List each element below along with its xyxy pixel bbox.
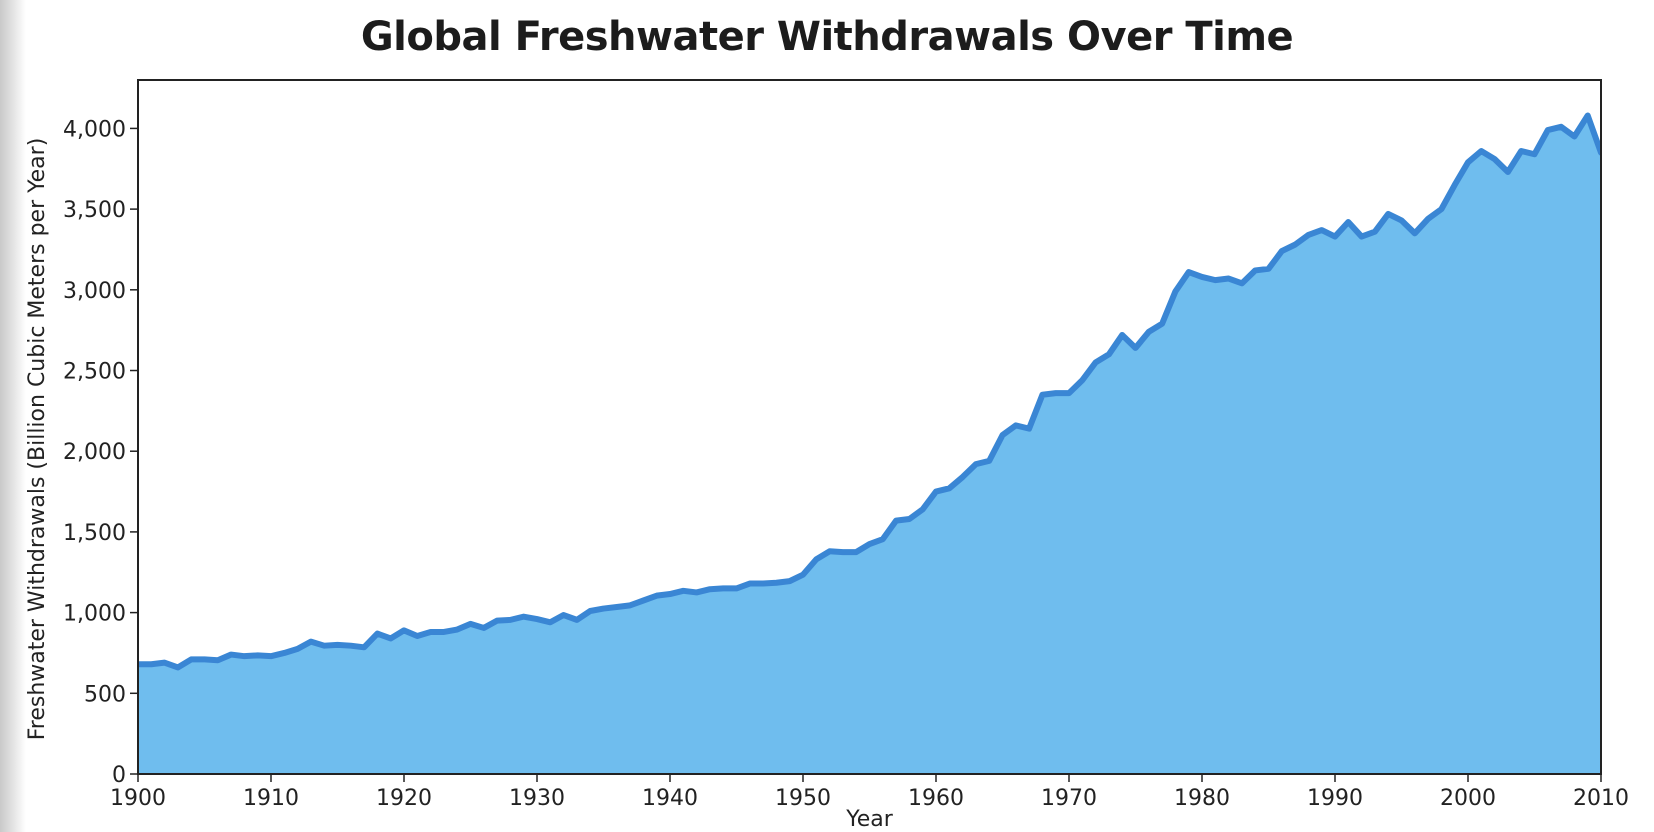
plot-frame — [137, 79, 1602, 775]
y-tick-label: 2,500 — [63, 360, 126, 385]
x-tick-label: 1950 — [775, 786, 831, 811]
x-tick-label: 1930 — [509, 786, 565, 811]
x-tick-label: 1910 — [243, 786, 299, 811]
x-tick-label: 1980 — [1174, 786, 1230, 811]
x-tick-label: 1900 — [110, 786, 166, 811]
x-tick-label: 1940 — [642, 786, 698, 811]
y-tick-label: 0 — [112, 763, 126, 788]
withdrawals-area — [138, 115, 1601, 774]
y-tick-label: 2,000 — [63, 440, 126, 465]
y-tick-label: 3,000 — [63, 279, 126, 304]
left-edge-shadow — [0, 0, 26, 832]
x-tick-label: 1960 — [908, 786, 964, 811]
x-tick-label: 2000 — [1440, 786, 1496, 811]
x-tick-label: 1970 — [1041, 786, 1097, 811]
chart-title: Global Freshwater Withdrawals Over Time — [360, 14, 1294, 60]
x-axis-label: Year — [845, 807, 894, 832]
x-tick-label: 1920 — [376, 786, 432, 811]
y-tick-label: 1,500 — [63, 521, 126, 546]
y-tick-label: 4,000 — [63, 117, 126, 142]
x-tick-label: 2010 — [1573, 786, 1629, 811]
x-tick-label: 1990 — [1307, 786, 1363, 811]
y-tick-label: 3,500 — [63, 198, 126, 223]
y-tick-label: 1,000 — [63, 602, 126, 627]
y-axis-label: Freshwater Withdrawals (Billion Cubic Me… — [25, 138, 50, 741]
withdrawals-line — [138, 112, 1601, 671]
y-tick-label: 500 — [84, 682, 126, 707]
